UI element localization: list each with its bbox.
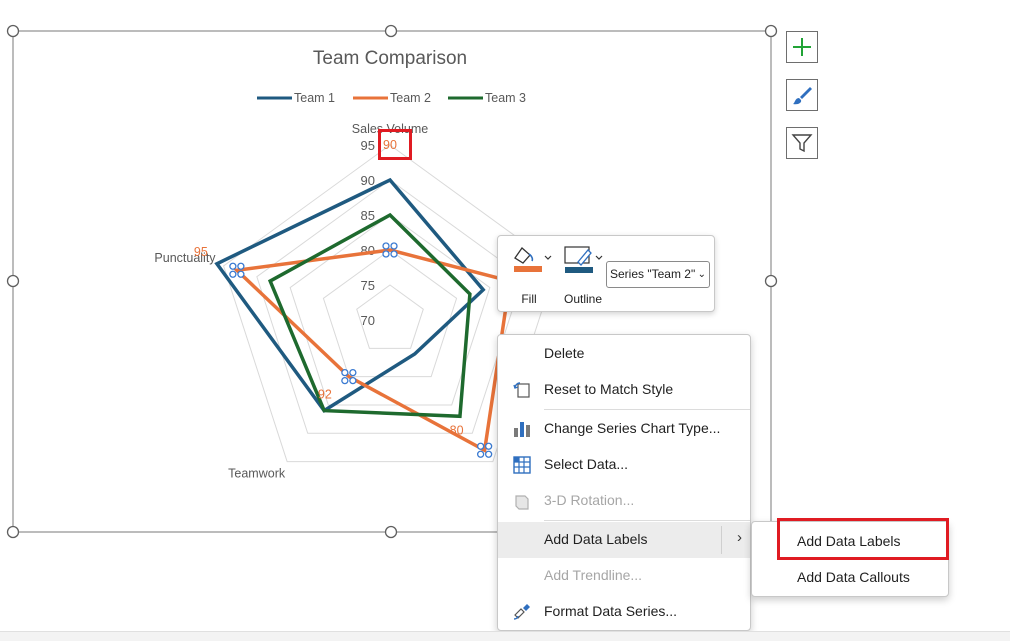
submenu-item-add-data-labels[interactable]: Add Data Labels <box>797 533 901 549</box>
menu-separator <box>544 520 750 521</box>
menu-item-3d-rotation[interactable]: 3-D Rotation... <box>498 483 750 519</box>
chart-legend[interactable]: Team 1 Team 2 Team 3 <box>257 91 526 105</box>
menu-item-add-trendline[interactable]: Add Trendline... <box>544 567 643 583</box>
chart-styles-icon <box>793 87 812 105</box>
chart-elements-button[interactable] <box>786 31 818 63</box>
format-mini-toolbar: Fill Outline Series "Team 2" ⌄ <box>497 235 715 312</box>
reset-style-icon <box>513 382 530 398</box>
r-tick-label: 85 <box>361 208 375 223</box>
selection-handle-dot <box>237 270 245 278</box>
resize-handle[interactable] <box>764 274 778 288</box>
data-label: 90 <box>383 138 397 152</box>
menu-item-delete[interactable]: Delete <box>544 345 585 361</box>
pen-outline-icon <box>564 246 603 273</box>
outline-label: Outline <box>563 292 603 306</box>
menu-separator <box>544 409 750 410</box>
outline-button[interactable]: Outline <box>558 242 608 308</box>
selection-handle-dot <box>476 442 485 450</box>
r-tick-label: 80 <box>361 243 375 258</box>
grid-ring <box>356 284 424 349</box>
resize-handle[interactable] <box>6 24 20 38</box>
r-tick-label: 95 <box>361 138 375 153</box>
selection-handle-dot <box>349 368 357 377</box>
selection-handle-dot <box>484 450 493 458</box>
selected-point-marker <box>382 242 398 258</box>
selection-handle-dot <box>382 250 390 258</box>
selection-handle-dot <box>382 242 390 250</box>
menu-item-format-data-series[interactable]: Format Data Series... <box>498 594 750 630</box>
chart-type-icon <box>514 422 530 437</box>
grid-ring <box>322 249 458 378</box>
status-strip <box>0 631 1010 641</box>
chart-filters-button[interactable] <box>786 127 818 159</box>
r-tick-label: 90 <box>361 173 375 188</box>
highlight-box-submenu <box>777 518 949 560</box>
chart-title[interactable]: Team Comparison <box>313 48 467 69</box>
format-series-icon <box>513 604 530 620</box>
selection-handle-dot <box>476 450 485 458</box>
menu-item-select-data[interactable]: Select Data... <box>498 447 750 483</box>
menu-item-change-chart-type[interactable]: Change Series Chart Type... <box>498 411 750 447</box>
selection-handle-dot <box>390 250 398 258</box>
resize-handle[interactable] <box>384 525 398 539</box>
r-tick-label: 75 <box>361 278 375 293</box>
select-data-icon <box>513 456 531 474</box>
series-line-team-3 <box>267 212 472 419</box>
rotation-icon <box>515 495 529 510</box>
chart-filters-icon <box>791 134 813 153</box>
selection-handle-dot <box>229 270 237 278</box>
chevron-right-icon: › <box>737 529 742 546</box>
data-label: 95 <box>194 245 208 259</box>
selection-handle-dot <box>341 376 349 385</box>
context-menu: Delete Reset to Match Style Change Serie… <box>497 334 751 631</box>
resize-handle[interactable] <box>764 24 778 38</box>
selection-handle-dot <box>341 368 349 377</box>
r-tick-label: 70 <box>361 313 375 328</box>
chevron-down-icon: ⌄ <box>697 269 706 280</box>
fill-label: Fill <box>521 292 537 306</box>
series-select-dropdown[interactable]: Series "Team 2" ⌄ <box>606 261 710 288</box>
category-label: Punctuality <box>154 251 216 265</box>
fill-button[interactable]: Fill <box>505 242 553 308</box>
selected-point-marker <box>341 368 357 385</box>
legend-team-3: Team 3 <box>485 91 526 105</box>
legend-team-2: Team 2 <box>390 91 431 105</box>
paint-bucket-icon <box>514 247 552 272</box>
menu-item-reset-style[interactable]: Reset to Match Style <box>498 372 750 408</box>
selection-handle-dot <box>237 262 245 270</box>
menu-item-add-data-labels[interactable]: Add Data Labels › <box>498 522 750 558</box>
chart-elements-icon <box>793 38 811 56</box>
selection-handle-dot <box>390 242 398 250</box>
data-label: 92 <box>318 388 332 402</box>
submenu-item-add-data-callouts[interactable]: Add Data Callouts <box>797 569 910 585</box>
submenu-divider <box>721 526 722 554</box>
legend-team-1: Team 1 <box>294 91 335 105</box>
selection-handle-dot <box>349 376 357 385</box>
resize-handle[interactable] <box>6 525 20 539</box>
selection-handle-dot <box>229 262 237 270</box>
resize-handle[interactable] <box>384 24 398 38</box>
highlight-box-data-label <box>378 129 412 160</box>
category-label: Teamwork <box>228 467 286 481</box>
selected-point-marker <box>229 262 245 278</box>
chart-styles-button[interactable] <box>786 79 818 111</box>
series-select-value: Series "Team 2" <box>610 267 696 281</box>
data-label: 80 <box>450 423 464 437</box>
selected-point-marker <box>476 442 493 458</box>
resize-handle[interactable] <box>6 274 20 288</box>
selection-handle-dot <box>484 442 493 450</box>
